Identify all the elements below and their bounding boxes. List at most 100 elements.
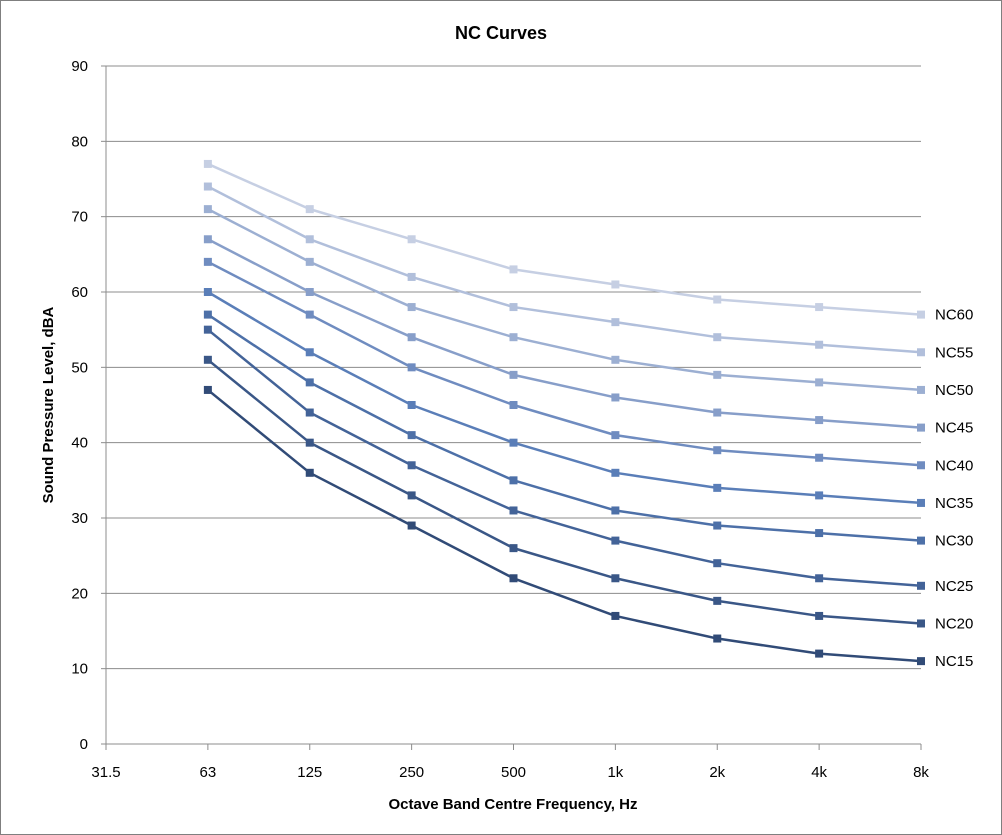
data-point-nc60 <box>203 159 212 168</box>
data-point-nc60 <box>305 205 314 214</box>
y-tick-label: 60 <box>71 284 88 301</box>
data-point-nc15 <box>203 385 212 394</box>
series-line-nc50 <box>207 208 922 392</box>
data-point-nc50 <box>917 385 925 394</box>
data-point-nc50 <box>713 370 722 379</box>
series-line-nc55 <box>207 185 922 354</box>
data-point-nc55 <box>203 182 212 191</box>
y-tick-label: 40 <box>71 435 88 452</box>
series-line-nc45 <box>207 238 922 429</box>
data-point-nc25 <box>815 574 824 583</box>
x-tick-label: 8k <box>913 764 929 781</box>
data-point-nc20 <box>713 596 722 605</box>
y-tick-label: 0 <box>80 736 88 753</box>
data-point-nc55 <box>305 235 314 244</box>
data-point-nc30 <box>611 506 620 515</box>
y-tick-label: 50 <box>71 359 88 376</box>
data-point-nc35 <box>203 288 212 296</box>
series-line-nc60 <box>207 162 922 316</box>
y-axis-title: Sound Pressure Level, dBA <box>40 306 57 503</box>
data-point-nc45 <box>407 333 416 342</box>
y-tick-label: 70 <box>71 209 88 226</box>
data-point-nc45 <box>713 408 722 417</box>
data-point-nc35 <box>305 348 314 357</box>
data-point-nc50 <box>509 333 518 342</box>
x-tick-label: 125 <box>297 764 322 781</box>
data-point-nc35 <box>815 491 824 500</box>
data-point-nc25 <box>917 581 925 590</box>
data-point-nc55 <box>815 340 824 349</box>
data-point-nc35 <box>407 401 416 409</box>
data-point-nc35 <box>509 438 518 447</box>
data-point-nc15 <box>713 634 722 643</box>
data-point-nc25 <box>509 506 518 515</box>
data-point-nc55 <box>917 348 925 357</box>
data-point-nc25 <box>611 536 620 545</box>
data-point-nc45 <box>305 288 314 296</box>
data-point-nc40 <box>713 446 722 455</box>
y-tick-label: 80 <box>71 133 88 150</box>
series-labels: NC60 NC55 NC50 NC45 NC40 NC35 NC30 NC25 NC20 NC15 <box>935 307 973 671</box>
data-point-nc25 <box>713 559 722 568</box>
data-point-nc25 <box>407 461 416 470</box>
data-point-nc55 <box>611 318 620 327</box>
data-point-nc40 <box>611 431 620 440</box>
data-point-nc30 <box>713 521 722 530</box>
data-point-nc45 <box>611 393 620 402</box>
series-label-nc15: NC15 <box>935 653 973 670</box>
data-point-nc30 <box>407 431 416 440</box>
data-point-nc60 <box>713 295 722 304</box>
data-point-nc45 <box>203 235 212 244</box>
data-point-nc20 <box>203 355 212 364</box>
series-lines <box>203 159 925 666</box>
data-point-nc20 <box>407 491 416 500</box>
series-line-nc40 <box>207 260 922 467</box>
data-point-nc15 <box>509 574 518 583</box>
x-tick-label: 250 <box>399 764 424 781</box>
y-tick-label: 90 <box>71 58 88 75</box>
data-point-nc55 <box>713 333 722 342</box>
y-tick-label: 30 <box>71 510 88 527</box>
data-point-nc20 <box>815 611 824 620</box>
data-point-nc50 <box>203 205 212 214</box>
data-point-nc35 <box>713 483 722 492</box>
series-label-nc50: NC50 <box>935 382 973 399</box>
data-point-nc55 <box>407 272 416 281</box>
x-tick-label: 31.5 <box>91 764 120 781</box>
series-line-nc20 <box>207 358 922 625</box>
series-label-nc20: NC20 <box>935 615 973 632</box>
series-label-nc55: NC55 <box>935 344 973 361</box>
data-point-nc15 <box>407 521 416 530</box>
data-point-nc30 <box>509 476 518 485</box>
data-point-nc20 <box>509 544 518 553</box>
data-point-nc45 <box>917 423 925 432</box>
x-tick-label: 4k <box>811 764 827 781</box>
data-point-nc25 <box>305 408 314 417</box>
data-point-nc45 <box>815 416 824 425</box>
data-point-nc50 <box>305 257 314 266</box>
x-axis-title: Octave Band Centre Frequency, Hz <box>389 796 638 813</box>
data-point-nc20 <box>917 619 925 628</box>
x-tick-label: 1k <box>607 764 623 781</box>
data-point-nc15 <box>917 657 925 666</box>
series-label-nc60: NC60 <box>935 307 973 324</box>
data-point-nc30 <box>917 536 925 545</box>
chart-title: NC Curves <box>455 23 547 43</box>
data-point-nc40 <box>917 461 925 470</box>
series-line-nc25 <box>207 328 922 588</box>
data-point-nc15 <box>305 468 314 477</box>
data-point-nc40 <box>203 257 212 266</box>
data-point-nc50 <box>611 355 620 364</box>
data-point-nc30 <box>203 310 212 319</box>
data-point-nc50 <box>815 378 824 387</box>
data-point-nc40 <box>305 310 314 319</box>
data-point-nc25 <box>203 325 212 334</box>
data-point-nc15 <box>815 649 824 658</box>
axes: 0 10 20 30 40 50 60 70 80 90 31.5 63 125 250 500 1k 2k 4k… <box>71 58 929 781</box>
data-point-nc30 <box>815 529 824 538</box>
data-point-nc45 <box>509 370 518 379</box>
data-point-nc20 <box>305 438 314 447</box>
series-label-nc30: NC30 <box>935 533 973 550</box>
